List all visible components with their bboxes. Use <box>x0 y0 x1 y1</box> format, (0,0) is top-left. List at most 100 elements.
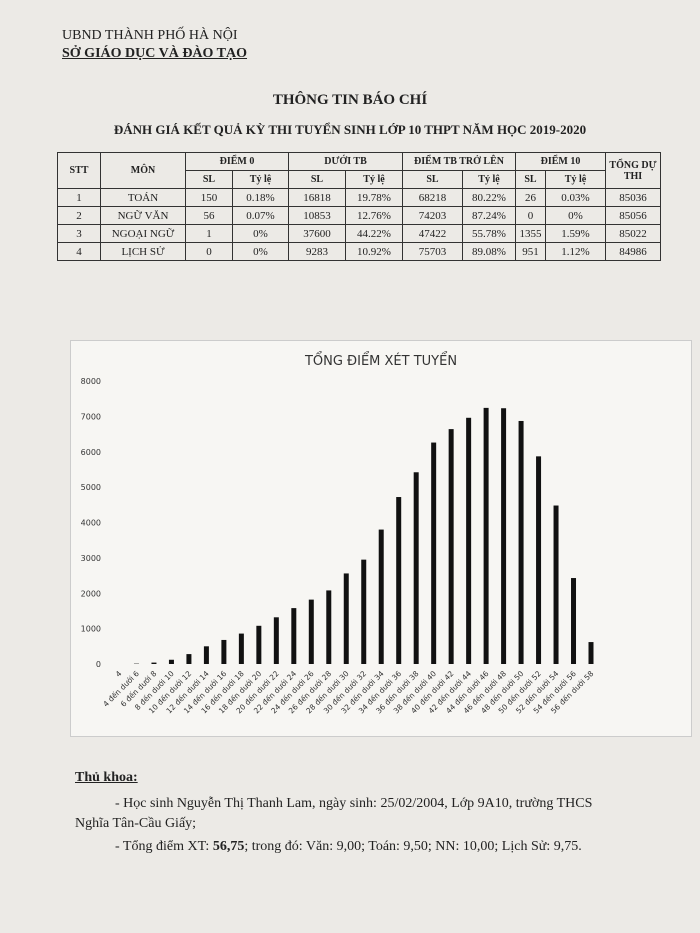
cell: 89.08% <box>462 242 516 261</box>
cell: 0 <box>515 206 546 225</box>
cell: 150 <box>185 188 233 207</box>
cell: 1 <box>57 188 101 207</box>
cell: 951 <box>515 242 546 261</box>
cell: 75703 <box>402 242 463 261</box>
subhead-cell: Tỷ lệ <box>462 170 516 189</box>
bar <box>466 417 472 664</box>
footer-heading: Thủ khoa: <box>75 770 138 785</box>
cell: 84986 <box>605 242 661 261</box>
footer-line: Nghĩa Tân-Cầu Giấy; <box>75 816 197 831</box>
row: 3 NGOẠI NGỮ 1 0% 37600 44.22% 47422 55.78% 1355 1… <box>57 224 661 243</box>
bar <box>291 608 297 664</box>
subhead-cell: Tỷ lệ <box>345 170 403 189</box>
cell: 0.03% <box>545 188 606 207</box>
cell: 47422 <box>402 224 463 243</box>
results-table: STT MÔN ĐIỂM 0 DƯỚI TB ĐIỂM TB TRỞ LÊN Đ… <box>57 152 661 261</box>
bar <box>571 578 577 664</box>
cell: 26 <box>515 188 546 207</box>
cell: 0.07% <box>232 206 289 225</box>
bar <box>431 442 437 664</box>
y-tick-label: 5000 <box>81 483 101 492</box>
cell: 0 <box>185 242 233 261</box>
cell: 16818 <box>288 188 346 207</box>
head-cell: ĐIỂM TB TRỞ LÊN <box>402 152 516 171</box>
bar <box>343 573 349 664</box>
bar <box>151 662 157 664</box>
bar <box>536 456 542 664</box>
chart-title: TỔNG ĐIỂM XÉT TUYỂN <box>304 352 457 369</box>
bar <box>168 659 174 664</box>
cell: 85022 <box>605 224 661 243</box>
bar <box>186 654 192 664</box>
cell: 10.92% <box>345 242 403 261</box>
cell: 0.18% <box>232 188 289 207</box>
y-tick-label: 3000 <box>81 554 101 563</box>
cell: 1 <box>185 224 233 243</box>
cell: 85056 <box>605 206 661 225</box>
bar <box>588 642 594 664</box>
cell: 1355 <box>515 224 546 243</box>
cell: 55.78% <box>462 224 516 243</box>
y-tick-label: 1000 <box>81 625 101 634</box>
chart: TỔNG ĐIỂM XÉT TUYỂN 0 1000 2000 3000 4000 500… <box>70 340 692 737</box>
y-tick-label: 0 <box>96 660 101 669</box>
bar <box>378 529 384 664</box>
cell: 85036 <box>605 188 661 207</box>
cell: 0% <box>545 206 606 225</box>
subhead-cell: Tỷ lệ <box>232 170 289 189</box>
x-tick-label: 4 <box>114 669 124 679</box>
cell: 4 <box>57 242 101 261</box>
bar <box>483 407 489 664</box>
cell: 3 <box>57 224 101 243</box>
bar <box>413 472 419 664</box>
cell: 12.76% <box>345 206 403 225</box>
bar <box>396 497 402 664</box>
row: 4 LỊCH SỬ 0 0% 9283 10.92% 75703 89.08% 951 1.12%… <box>57 242 661 261</box>
cell: NGOẠI NGỮ <box>100 224 186 243</box>
bar <box>203 646 209 664</box>
y-tick-label: 4000 <box>81 519 101 528</box>
subhead-cell: SL <box>515 170 546 189</box>
cell: 87.24% <box>462 206 516 225</box>
cell: 2 <box>57 206 101 225</box>
cell: 0% <box>232 242 289 261</box>
cell: 9283 <box>288 242 346 261</box>
text: ; trong đó: Văn: 9,00; Toán: 9,50; NN: 1… <box>244 839 582 854</box>
head-cell: MÔN <box>100 152 186 189</box>
bar <box>308 599 314 664</box>
title: THÔNG TIN BÁO CHÍ <box>272 92 428 108</box>
cell: 19.78% <box>345 188 403 207</box>
cell: 44.22% <box>345 224 403 243</box>
head-cell: DƯỚI TB <box>288 152 403 171</box>
head-cell: TỔNG DỰ THI <box>605 152 661 189</box>
bar <box>326 590 332 664</box>
y-tick-label: 8000 <box>81 377 101 386</box>
cell: 1.12% <box>545 242 606 261</box>
dept: SỞ GIÁO DỤC VÀ ĐÀO TẠO <box>62 46 248 61</box>
subtitle: ĐÁNH GIÁ KẾT QUẢ KỲ THI TUYỂN SINH LỚP 1… <box>113 122 587 137</box>
footer-line: - Tổng điểm XT: 56,75; trong đó: Văn: 9,… <box>115 839 582 855</box>
cell: 1.59% <box>545 224 606 243</box>
y-tick-label: 7000 <box>81 412 101 421</box>
subhead-cell: SL <box>288 170 346 189</box>
text: - Tổng điểm XT: <box>115 839 213 854</box>
cell: 10853 <box>288 206 346 225</box>
bar <box>273 617 279 664</box>
y-tick-label: 2000 <box>81 589 101 598</box>
bar <box>361 559 367 664</box>
head-cell: ĐIỂM 0 <box>185 152 289 171</box>
cell: 80.22% <box>462 188 516 207</box>
cell: 37600 <box>288 224 346 243</box>
subhead-cell: SL <box>402 170 463 189</box>
y-tick-label: 6000 <box>81 448 101 457</box>
bar <box>221 639 227 664</box>
cell: 56 <box>185 206 233 225</box>
head-cell: ĐIỂM 10 <box>515 152 606 171</box>
cell: TOÁN <box>100 188 186 207</box>
org: UBND THÀNH PHỐ HÀ NỘI <box>62 28 238 43</box>
cell: NGỮ VĂN <box>100 206 186 225</box>
head-cell: STT <box>57 152 101 189</box>
cell: 0% <box>232 224 289 243</box>
row: 1 TOÁN 150 0.18% 16818 19.78% 68218 80.22% 26 0.0… <box>57 188 661 207</box>
